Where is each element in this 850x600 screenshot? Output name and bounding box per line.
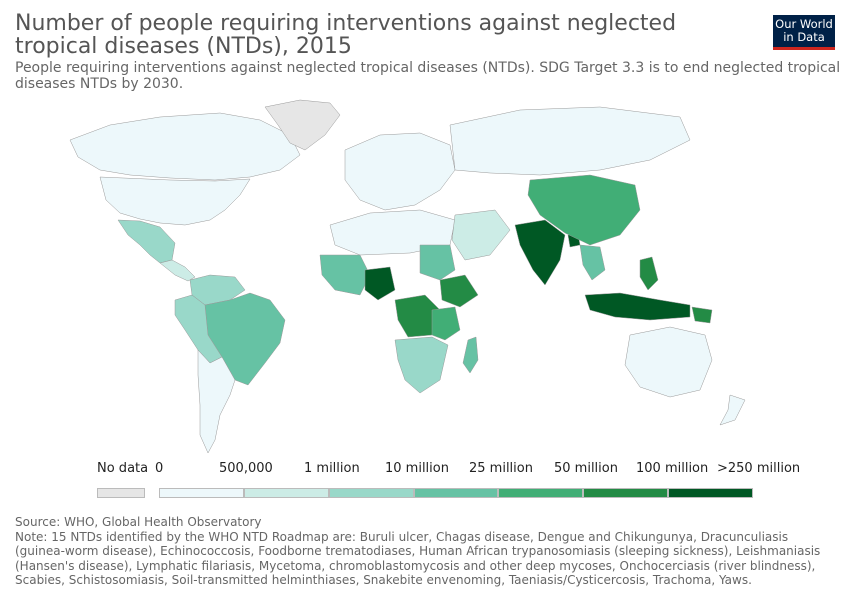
- legend-tick-label: 1 million: [304, 461, 360, 476]
- source-line: Source: WHO, Global Health Observatory: [15, 515, 262, 529]
- subtitle-line: People requiring interventions against n…: [15, 60, 841, 76]
- country-indonesia[interactable]: [584, 292, 691, 321]
- legend-swatch-bin-7[interactable]: [668, 488, 753, 498]
- legend-tick-label: 25 million: [469, 461, 533, 476]
- chart-subtitle: People requiring interventions against n…: [15, 60, 850, 92]
- legend-tick-label: 100 million: [636, 461, 709, 476]
- chart-footer: Source: WHO, Global Health Observatory N…: [15, 515, 850, 588]
- country-philippines[interactable]: [639, 256, 659, 291]
- country-west-africa[interactable]: [319, 254, 371, 296]
- legend-swatch-bin-1[interactable]: [159, 488, 244, 498]
- country-australia[interactable]: [624, 326, 713, 398]
- country-papua-new-guinea[interactable]: [691, 306, 713, 324]
- note-line: Note: 15 NTDs identified by the WHO NTD …: [15, 529, 789, 544]
- country-nigeria[interactable]: [364, 266, 396, 301]
- legend-swatch-bin-6[interactable]: [583, 488, 668, 498]
- country-middle-east[interactable]: [451, 209, 511, 261]
- legend-swatch-bin-5[interactable]: [498, 488, 583, 498]
- legend-tick-label: 0: [155, 461, 164, 476]
- world-map: [69, 99, 746, 454]
- country-tanzania[interactable]: [431, 306, 461, 341]
- country-china[interactable]: [527, 174, 641, 246]
- country-united-states[interactable]: [99, 176, 251, 226]
- map-legend: No data 0 500,000 1 million 10 million 2…: [0, 455, 850, 505]
- legend-no-data-label: No data: [97, 461, 149, 476]
- legend-swatch-bin-3[interactable]: [329, 488, 414, 498]
- country-india[interactable]: [514, 219, 566, 286]
- country-new-zealand[interactable]: [719, 394, 746, 426]
- logo-text: Our World: [775, 17, 833, 31]
- chart-title: Number of people requiring interventions…: [15, 11, 677, 59]
- country-europe[interactable]: [344, 132, 456, 211]
- legend-swatch-no-data[interactable]: [97, 488, 145, 498]
- country-central-america[interactable]: [159, 259, 196, 282]
- owid-logo[interactable]: Our World in Data: [773, 15, 835, 50]
- country-argentina-chile[interactable]: [197, 349, 236, 454]
- country-mexico[interactable]: [117, 219, 176, 264]
- legend-tick-label: 50 million: [554, 461, 618, 476]
- country-southern-africa[interactable]: [394, 336, 449, 394]
- legend-tick-label: 10 million: [385, 461, 449, 476]
- legend-swatch-bin-2[interactable]: [244, 488, 329, 498]
- country-ethiopia[interactable]: [439, 274, 479, 308]
- country-greenland[interactable]: [264, 99, 341, 151]
- logo-text: in Data: [783, 30, 825, 44]
- note-line: (guinea-worm disease), Echinococcosis, F…: [15, 544, 821, 558]
- legend-tick-label: >250 million: [717, 461, 801, 476]
- subtitle-line: diseases NTDs by 2030.: [15, 76, 184, 92]
- note-line: (Hansen's disease), Lymphatic filariasis…: [15, 558, 816, 573]
- country-madagascar[interactable]: [462, 336, 479, 374]
- legend-tick-label: 500,000: [219, 461, 273, 476]
- country-russia[interactable]: [449, 106, 691, 176]
- country-sudan[interactable]: [419, 244, 456, 281]
- country-canada[interactable]: [69, 112, 301, 181]
- legend-swatch-bin-4[interactable]: [414, 488, 498, 498]
- country-myanmar[interactable]: [579, 244, 606, 281]
- note-line: Scabies, Schistosomiasis, Soil-transmitt…: [15, 573, 752, 587]
